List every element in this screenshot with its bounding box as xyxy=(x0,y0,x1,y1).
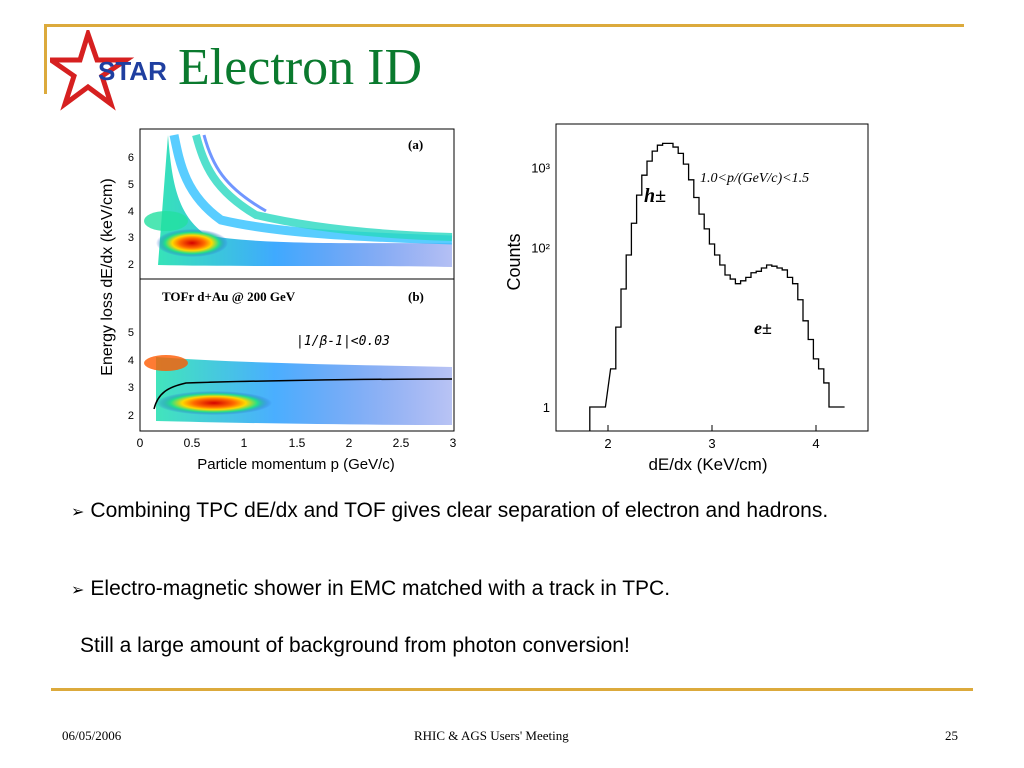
xtick-0: 0 xyxy=(137,436,144,450)
panel-b-info: TOFr d+Au @ 200 GeV xyxy=(162,289,296,304)
histogram-ytick: 1 xyxy=(543,400,550,415)
histogram-line xyxy=(589,142,845,431)
left-xlabel: Particle momentum p (GeV/c) xyxy=(197,456,395,473)
panel-b-cut: |1/β-1|<0.03 xyxy=(296,334,390,349)
histogram-xtick: 2 xyxy=(604,436,611,451)
top-rule xyxy=(44,24,964,27)
label-h-plus-minus: h± xyxy=(644,185,666,207)
histogram-annotation: 1.0<p/(GeV/c)<1.5 xyxy=(700,171,809,186)
bullet-2-text: Electro-magnetic shower in EMC matched w… xyxy=(90,577,671,600)
bullet-1-text: Combining TPC dE/dx and TOF gives clear … xyxy=(90,499,829,522)
bottom-rule xyxy=(51,688,973,691)
histogram-ticks: 2 3 4 1 10² 10³ xyxy=(531,160,819,451)
xtick-1.5: 1.5 xyxy=(289,436,306,450)
xtick-2: 2 xyxy=(346,436,353,450)
logo-text: STAR xyxy=(98,56,167,86)
bullet-arrow-icon: ➢ xyxy=(71,582,85,599)
tick-b-2: 2 xyxy=(128,410,134,422)
histogram-ytick: 10² xyxy=(531,240,550,255)
panel-a-heatmap: (a) xyxy=(144,133,453,267)
slide-title: Electron ID xyxy=(178,39,423,96)
histogram-xlabel: dE/dx (KeV/cm) xyxy=(648,455,767,474)
left-rule xyxy=(44,24,47,94)
xtick-0.5: 0.5 xyxy=(184,436,201,450)
left-ylabel: Energy loss dE/dx (keV/cm) xyxy=(99,178,116,375)
label-e-plus-minus: e± xyxy=(754,318,772,338)
histogram-xtick: 3 xyxy=(708,436,715,451)
tick-b-4: 4 xyxy=(128,355,134,367)
background-note: Still a large amount of background from … xyxy=(80,634,630,657)
histogram-xtick: 4 xyxy=(812,436,819,451)
tick-b-5: 5 xyxy=(128,327,134,339)
bullet-2: ➢ Electro-magnetic shower in EMC matched … xyxy=(71,574,911,606)
xtick-1: 1 xyxy=(241,436,248,450)
panel-b-curve xyxy=(153,378,453,410)
xtick-3: 3 xyxy=(450,436,457,450)
tick-a-5: 5 xyxy=(128,179,134,191)
panel-a-label: (a) xyxy=(408,137,423,152)
footer-date: 06/05/2006 xyxy=(62,728,122,743)
dedx-vs-momentum-figure: (a) TOFr d+Au @ 200 GeV (b) |1/β-1|<0.03… xyxy=(99,128,457,473)
star-logo: STAR xyxy=(50,30,167,111)
xtick-2.5: 2.5 xyxy=(393,436,410,450)
panel-b-heatmap: TOFr d+Au @ 200 GeV (b) |1/β-1|<0.03 xyxy=(144,289,453,425)
tick-a-6: 6 xyxy=(128,152,134,164)
panel-b-label: (b) xyxy=(408,289,424,304)
tick-a-2: 2 xyxy=(128,259,134,271)
histogram-ylabel: Counts xyxy=(504,233,524,290)
tick-a-4: 4 xyxy=(128,206,134,218)
footer-page-number: 25 xyxy=(945,728,958,743)
bullet-1: ➢ Combining TPC dE/dx and TOF gives clear… xyxy=(71,496,911,528)
histogram-ytick: 10³ xyxy=(531,160,550,175)
tick-a-3: 3 xyxy=(128,232,134,244)
dedx-counts-histogram: 2 3 4 1 10² 10³ 1.0<p/(GeV/c)<1.5 h± e± dE/dx… xyxy=(504,123,869,474)
footer-event: RHIC & AGS Users' Meeting xyxy=(414,728,569,743)
tick-b-3: 3 xyxy=(128,382,134,394)
bullet-arrow-icon: ➢ xyxy=(71,504,85,521)
